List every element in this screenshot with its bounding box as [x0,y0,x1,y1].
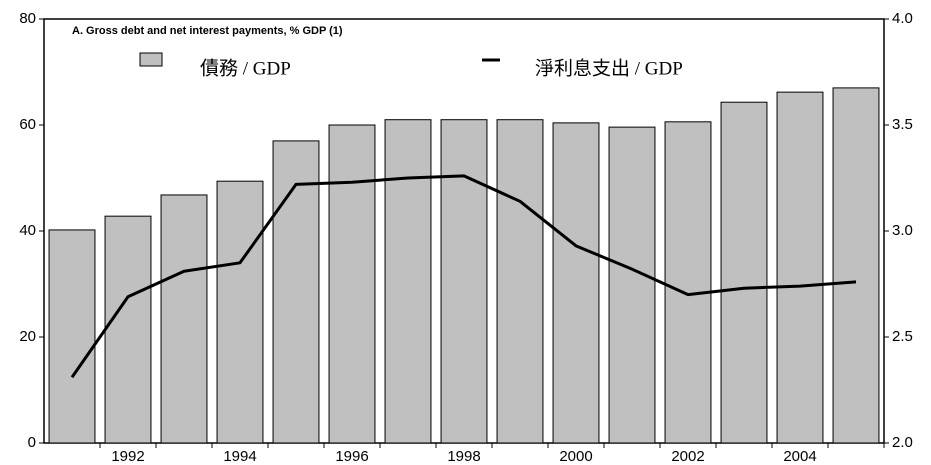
y-tick-label: 0 [28,434,36,451]
y-tick-label: 40 [19,222,36,239]
bar [440,119,488,444]
bar [272,140,320,444]
chart-title: A. Gross debt and net interest payments,… [72,25,343,37]
bar [104,215,152,444]
bar [664,121,712,444]
bar [720,101,768,444]
bar [160,194,208,444]
bar [832,87,880,444]
bar [384,119,432,444]
bar [608,126,656,444]
x-tick-label: 2002 [671,448,704,465]
legend-label: 債務 / GDP [200,57,291,79]
bar [776,91,824,444]
y-tick-label: 60 [19,116,36,133]
x-tick-label: 1998 [447,448,480,465]
legend-label: 淨利息支出 / GDP [535,57,683,79]
x-tick-label: 1994 [223,448,256,465]
legend-swatch [139,52,163,67]
bar [328,124,376,444]
line [70,174,857,379]
y-tick-label: 80 [19,10,36,27]
y2-tick-label: 3.5 [892,116,913,133]
x-tick-label: 2000 [559,448,592,465]
y2-tick-label: 3.0 [892,222,913,239]
x-tick-label: 1992 [111,448,144,465]
y2-tick-label: 2.5 [892,328,913,345]
bar [216,180,264,444]
bar [496,119,544,444]
x-tick-label: 2004 [783,448,816,465]
bar [552,122,600,444]
x-tick-label: 1996 [335,448,368,465]
bar [48,229,96,444]
y-tick-label: 20 [19,328,36,345]
y2-tick-label: 2.0 [892,434,913,451]
y2-tick-label: 4.0 [892,10,913,27]
